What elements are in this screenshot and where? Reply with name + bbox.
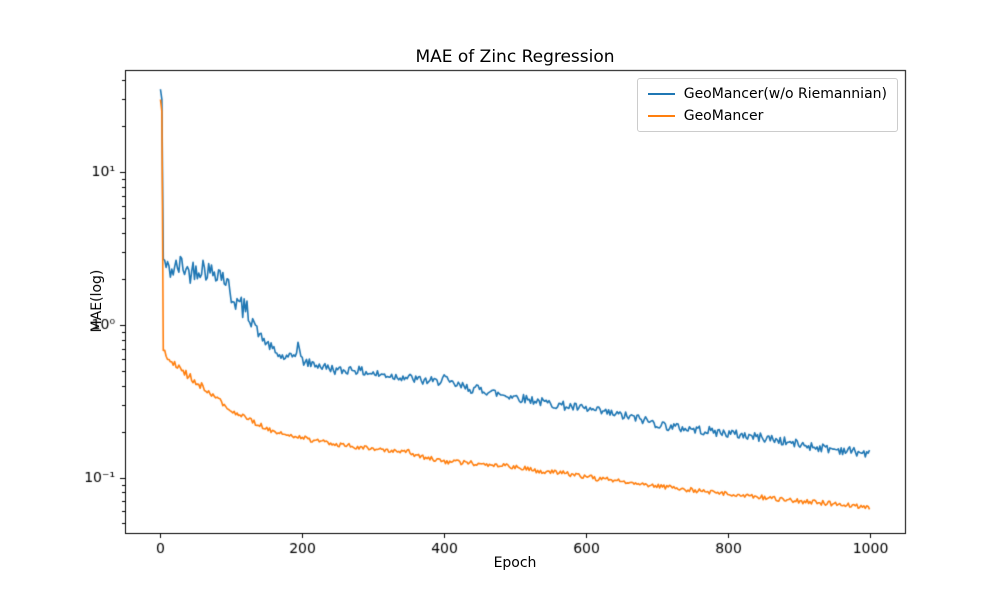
chart-title: MAE of Zinc Regression (415, 47, 615, 67)
legend: GeoMancer(w/o Riemannian) GeoMancer (636, 78, 898, 132)
legend-entry: GeoMancer(w/o Riemannian) (647, 86, 887, 102)
legend-entry: GeoMancer (647, 108, 887, 124)
x-axis-label: Epoch (493, 555, 537, 571)
legend-line-sample (647, 115, 675, 117)
legend-label: GeoMancer(w/o Riemannian) (683, 86, 887, 102)
legend-line-sample (647, 93, 675, 95)
legend-label: GeoMancer (683, 108, 764, 124)
y-axis-label: MAE(log) (89, 269, 105, 333)
